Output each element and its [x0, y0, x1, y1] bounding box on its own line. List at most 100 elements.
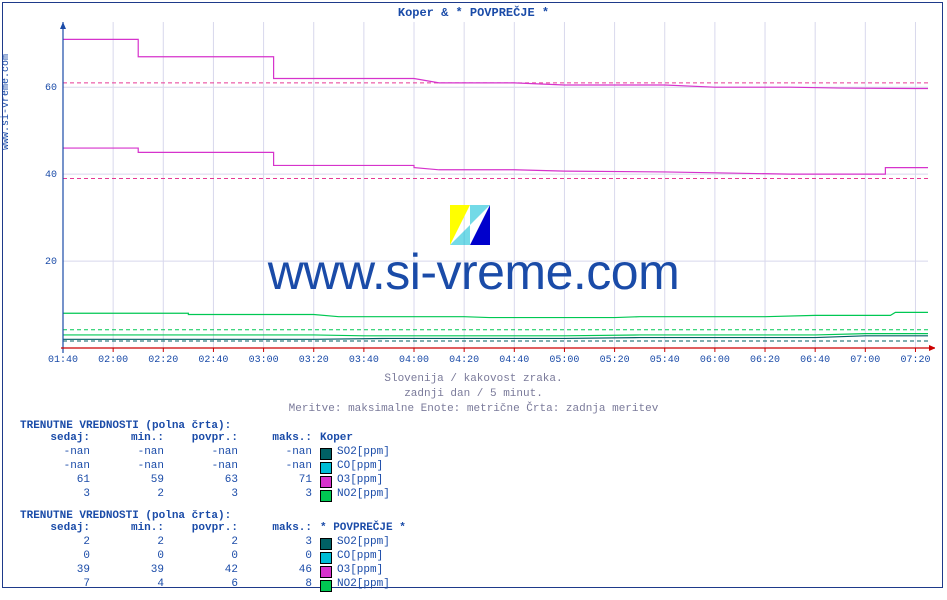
- cell-value: 8: [242, 578, 320, 592]
- x-tick-label: 05:20: [600, 355, 630, 366]
- cell-value: -nan: [242, 446, 320, 460]
- x-tick-label: 06:40: [800, 355, 830, 366]
- x-tick-label: 02:40: [198, 355, 228, 366]
- x-tick-label: 04:40: [499, 355, 529, 366]
- table-row: 61596371 O3[ppm]: [20, 474, 406, 488]
- col-header: maks.:: [242, 522, 320, 536]
- table-row: 7468 NO2[ppm]: [20, 578, 406, 592]
- table-row: 2223SO2[ppm]: [20, 536, 406, 550]
- value-table: TRENUTNE VREDNOSTI (polna črta):sedaj:mi…: [20, 420, 406, 502]
- cell-value: 2: [94, 536, 168, 550]
- cell-value: -nan: [168, 446, 242, 460]
- cell-value: 3: [242, 488, 320, 502]
- color-swatch-icon: [320, 580, 332, 592]
- cell-value: 3: [242, 536, 320, 550]
- cell-value: 61: [20, 474, 94, 488]
- line-chart: 204060: [35, 18, 935, 353]
- cell-value: 2: [94, 488, 168, 502]
- cell-value: 46: [242, 564, 320, 578]
- series-label: NO2[ppm]: [337, 578, 390, 592]
- data-tables: TRENUTNE VREDNOSTI (polna črta):sedaj:mi…: [20, 420, 406, 600]
- cell-value: -nan: [242, 460, 320, 474]
- series-label: CO[ppm]: [337, 460, 383, 474]
- x-tick-label: 07:20: [900, 355, 930, 366]
- color-swatch-icon: [320, 566, 332, 578]
- x-axis-labels: 01:4002:0002:2002:4003:0003:2003:4004:00…: [45, 355, 935, 369]
- color-swatch-icon: [320, 462, 332, 474]
- series-label-cell: O3[ppm]: [320, 474, 383, 488]
- series-label-cell: SO2[ppm]: [320, 536, 390, 550]
- series-label-cell: CO[ppm]: [320, 460, 383, 474]
- info-line-1: Slovenija / kakovost zraka.: [0, 372, 947, 387]
- cell-value: 2: [168, 536, 242, 550]
- x-tick-label: 02:00: [98, 355, 128, 366]
- cell-value: -nan: [20, 460, 94, 474]
- col-header: maks.:: [242, 432, 320, 446]
- x-tick-label: 07:00: [850, 355, 880, 366]
- color-swatch-icon: [320, 490, 332, 502]
- cell-value: -nan: [94, 460, 168, 474]
- x-tick-label: 02:20: [148, 355, 178, 366]
- x-tick-label: 06:00: [700, 355, 730, 366]
- col-header: povpr.:: [168, 432, 242, 446]
- table-title: TRENUTNE VREDNOSTI (polna črta):: [20, 420, 406, 432]
- cell-value: 7: [20, 578, 94, 592]
- name-col-header: Koper: [320, 432, 353, 446]
- value-table: TRENUTNE VREDNOSTI (polna črta):sedaj:mi…: [20, 510, 406, 592]
- col-header: sedaj:: [20, 522, 94, 536]
- series-label-cell: NO2[ppm]: [320, 578, 390, 592]
- cell-value: 39: [94, 564, 168, 578]
- watermark-text: www.si-vreme.com: [0, 243, 947, 301]
- table-row: -nan-nan-nan-nanSO2[ppm]: [20, 446, 406, 460]
- col-header: min.:: [94, 432, 168, 446]
- cell-value: 6: [168, 578, 242, 592]
- watermark-logo-icon: [450, 205, 490, 245]
- col-header: sedaj:: [20, 432, 94, 446]
- series-label: SO2[ppm]: [337, 536, 390, 550]
- cell-value: 2: [20, 536, 94, 550]
- x-tick-label: 03:20: [299, 355, 329, 366]
- table-row: 3233NO2[ppm]: [20, 488, 406, 502]
- table-header-row: sedaj:min.:povpr.:maks.:* POVPREČJE *: [20, 522, 406, 536]
- cell-value: 63: [168, 474, 242, 488]
- series-label: O3[ppm]: [337, 474, 383, 488]
- x-tick-label: 03:40: [349, 355, 379, 366]
- cell-value: 42: [168, 564, 242, 578]
- svg-text:40: 40: [45, 170, 57, 181]
- cell-value: 3: [20, 488, 94, 502]
- table-title: TRENUTNE VREDNOSTI (polna črta):: [20, 510, 406, 522]
- svg-text:60: 60: [45, 83, 57, 94]
- chart-info-text: Slovenija / kakovost zraka. zadnji dan /…: [0, 372, 947, 417]
- cell-value: 39: [20, 564, 94, 578]
- x-tick-label: 05:40: [650, 355, 680, 366]
- cell-value: -nan: [94, 446, 168, 460]
- series-label-cell: SO2[ppm]: [320, 446, 390, 460]
- color-swatch-icon: [320, 448, 332, 460]
- series-label: SO2[ppm]: [337, 446, 390, 460]
- cell-value: 3: [168, 488, 242, 502]
- cell-value: 0: [20, 550, 94, 564]
- info-line-3: Meritve: maksimalne Enote: metrične Črta…: [0, 402, 947, 417]
- color-swatch-icon: [320, 552, 332, 564]
- cell-value: 0: [94, 550, 168, 564]
- x-tick-label: 06:20: [750, 355, 780, 366]
- x-tick-label: 05:00: [549, 355, 579, 366]
- cell-value: 71: [242, 474, 320, 488]
- series-label-cell: O3[ppm]: [320, 564, 383, 578]
- table-row: 39394246O3[ppm]: [20, 564, 406, 578]
- table-row: 0000CO[ppm]: [20, 550, 406, 564]
- cell-value: -nan: [20, 446, 94, 460]
- cell-value: 4: [94, 578, 168, 592]
- series-label: CO[ppm]: [337, 550, 383, 564]
- cell-value: 0: [168, 550, 242, 564]
- series-label-cell: NO2[ppm]: [320, 488, 390, 502]
- col-header: povpr.:: [168, 522, 242, 536]
- cell-value: -nan: [168, 460, 242, 474]
- color-swatch-icon: [320, 538, 332, 550]
- series-label-cell: CO[ppm]: [320, 550, 383, 564]
- cell-value: 59: [94, 474, 168, 488]
- series-label: O3[ppm]: [337, 564, 383, 578]
- series-label: NO2[ppm]: [337, 488, 390, 502]
- name-col-header: * POVPREČJE *: [320, 522, 406, 536]
- col-header: min.:: [94, 522, 168, 536]
